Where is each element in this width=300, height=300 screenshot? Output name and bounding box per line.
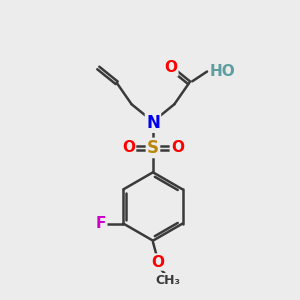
Text: O: O [122, 140, 135, 155]
Text: CH₃: CH₃ [155, 274, 180, 287]
Text: S: S [147, 139, 159, 157]
Text: O: O [164, 61, 177, 76]
Text: F: F [96, 216, 106, 231]
Text: O: O [151, 255, 164, 270]
Text: N: N [146, 114, 160, 132]
Text: HO: HO [210, 64, 236, 79]
Text: O: O [171, 140, 184, 155]
